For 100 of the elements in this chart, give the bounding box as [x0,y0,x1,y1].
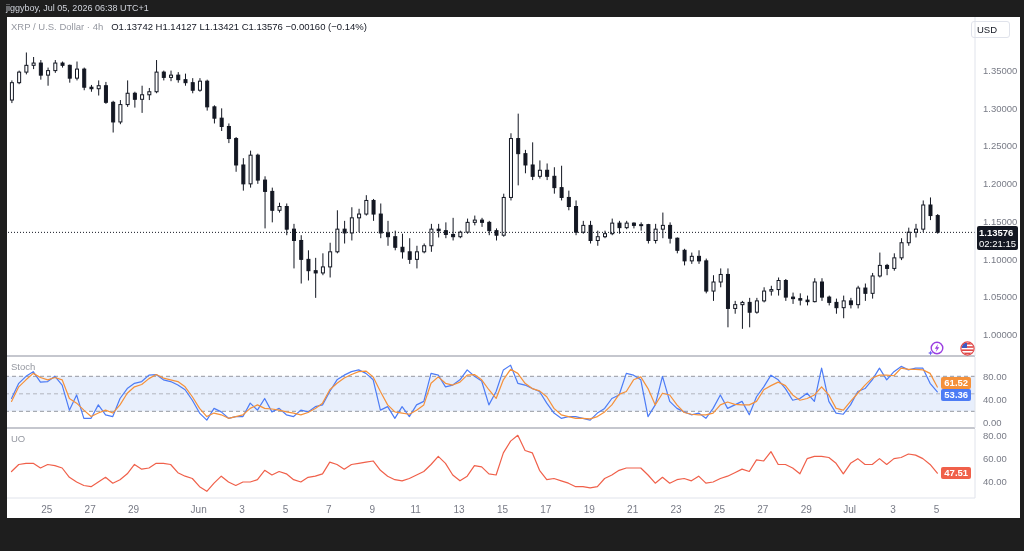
y-tick-label: 1.30000 [983,102,1018,114]
candlestick [46,67,51,87]
candlestick [154,59,159,94]
candlestick [270,187,275,223]
candlestick [313,257,318,299]
candlestick [364,194,369,217]
candlestick [103,81,108,105]
candlestick [516,113,521,186]
candlestick [118,99,123,125]
x-tick-label: 29 [800,504,813,516]
candlestick [783,278,788,302]
x-tick-label: 23 [670,504,683,516]
line-series [10,434,938,492]
candlestick [219,107,224,132]
candlestick [885,263,890,276]
candlestick [552,166,557,195]
y-tick-label: 1.25000 [983,140,1018,152]
candlestick [414,245,419,269]
y-tick-label: 0.00 [983,417,1002,429]
x-tick-label: 27 [757,504,769,516]
candlestick [140,85,145,114]
x-tick-label: 15 [496,504,509,516]
candlestick [740,300,745,330]
candlestick [125,79,130,108]
y-tick-label: 1.05000 [983,291,1018,303]
candlestick [856,285,861,309]
candlestick [523,149,528,174]
candlestick [480,217,485,228]
x-tick-label: 5 [933,504,940,516]
x-tick-label: 9 [369,504,376,516]
candlestick [848,297,853,309]
x-tick-label: 21 [627,504,639,516]
x-tick-label: 7 [326,504,333,516]
candlestick [566,190,571,211]
x-tick-label: 3 [239,504,246,516]
text: XRP / U.S. Dollar · 4h [11,21,104,32]
text: USD [977,24,998,35]
y-tick-label: 80.00 [983,429,1007,441]
x-tick-label: 25 [713,504,726,516]
x-tick-label: 17 [540,504,552,516]
candlestick [870,272,875,300]
candlestick [776,276,781,297]
candlestick [371,198,376,222]
x-tick-label: 13 [453,504,466,516]
candlestick [812,277,817,303]
text: jiggyboy, Jul 05, 2026 06:38 UTC+1 [6,3,149,13]
x-tick-label: 27 [84,504,97,516]
candlestick [400,233,405,260]
y-tick-label: 40.00 [983,394,1007,406]
candlestick [819,277,824,302]
candlestick [212,104,217,124]
y-tick-label: 80.00 [983,370,1007,382]
x-tick-label: 29 [128,504,140,516]
text: Stoch [11,361,36,372]
candlestick [299,234,304,285]
candlestick [263,175,268,229]
y-tick-label: 1.00000 [983,329,1018,341]
candlestick [132,91,137,109]
candlestick [407,237,412,265]
ref-line-label: 1.13576 [979,227,1014,239]
candlestick [169,70,174,82]
y-tick-label: 1.15000 [983,215,1018,227]
x-tick-label: Jul [843,504,857,516]
y-tick-label: 60.00 [983,453,1007,465]
text: UO [11,433,26,444]
y-tick-label: 40.00 [983,476,1007,488]
candlestick [24,51,29,75]
candlestick [718,267,723,288]
text: 02:21:15 [979,238,1016,250]
x-tick-label: 5 [282,504,289,516]
candlestick [328,242,333,278]
candlestick [75,61,79,81]
candlestick [38,59,43,81]
candlestick [711,274,716,302]
x-tick-label: 19 [583,504,596,516]
candlestick [537,159,542,180]
y-tick-label: 1.10000 [983,253,1018,265]
data-label: 47.51 [944,467,969,479]
candlestick [747,297,752,328]
candlestick [559,165,564,201]
candlestick [306,249,311,281]
data-label: 53.36 [944,389,969,401]
x-tick-label: 11 [410,504,422,516]
candlestick [241,157,246,192]
candlestick [530,141,535,181]
y-tick-label: 1.35000 [983,64,1018,76]
candlestick [320,252,325,276]
candlestick [697,249,702,265]
candlestick [928,196,933,221]
candlestick [791,292,796,305]
candlestick [899,237,904,261]
y-tick-label: 1.20000 [983,178,1018,190]
candlestick [111,100,116,134]
data-label: 61.52 [944,377,969,389]
candlestick [877,252,882,278]
x-tick-label: 3 [890,504,897,516]
candlestick [841,295,846,319]
candlestick [545,162,550,181]
text: O1.13742 H1.14127 L1.13421 C1.13576 −0.00160 (−0.14%) [111,21,367,32]
x-tick-label: Jun [190,504,207,516]
